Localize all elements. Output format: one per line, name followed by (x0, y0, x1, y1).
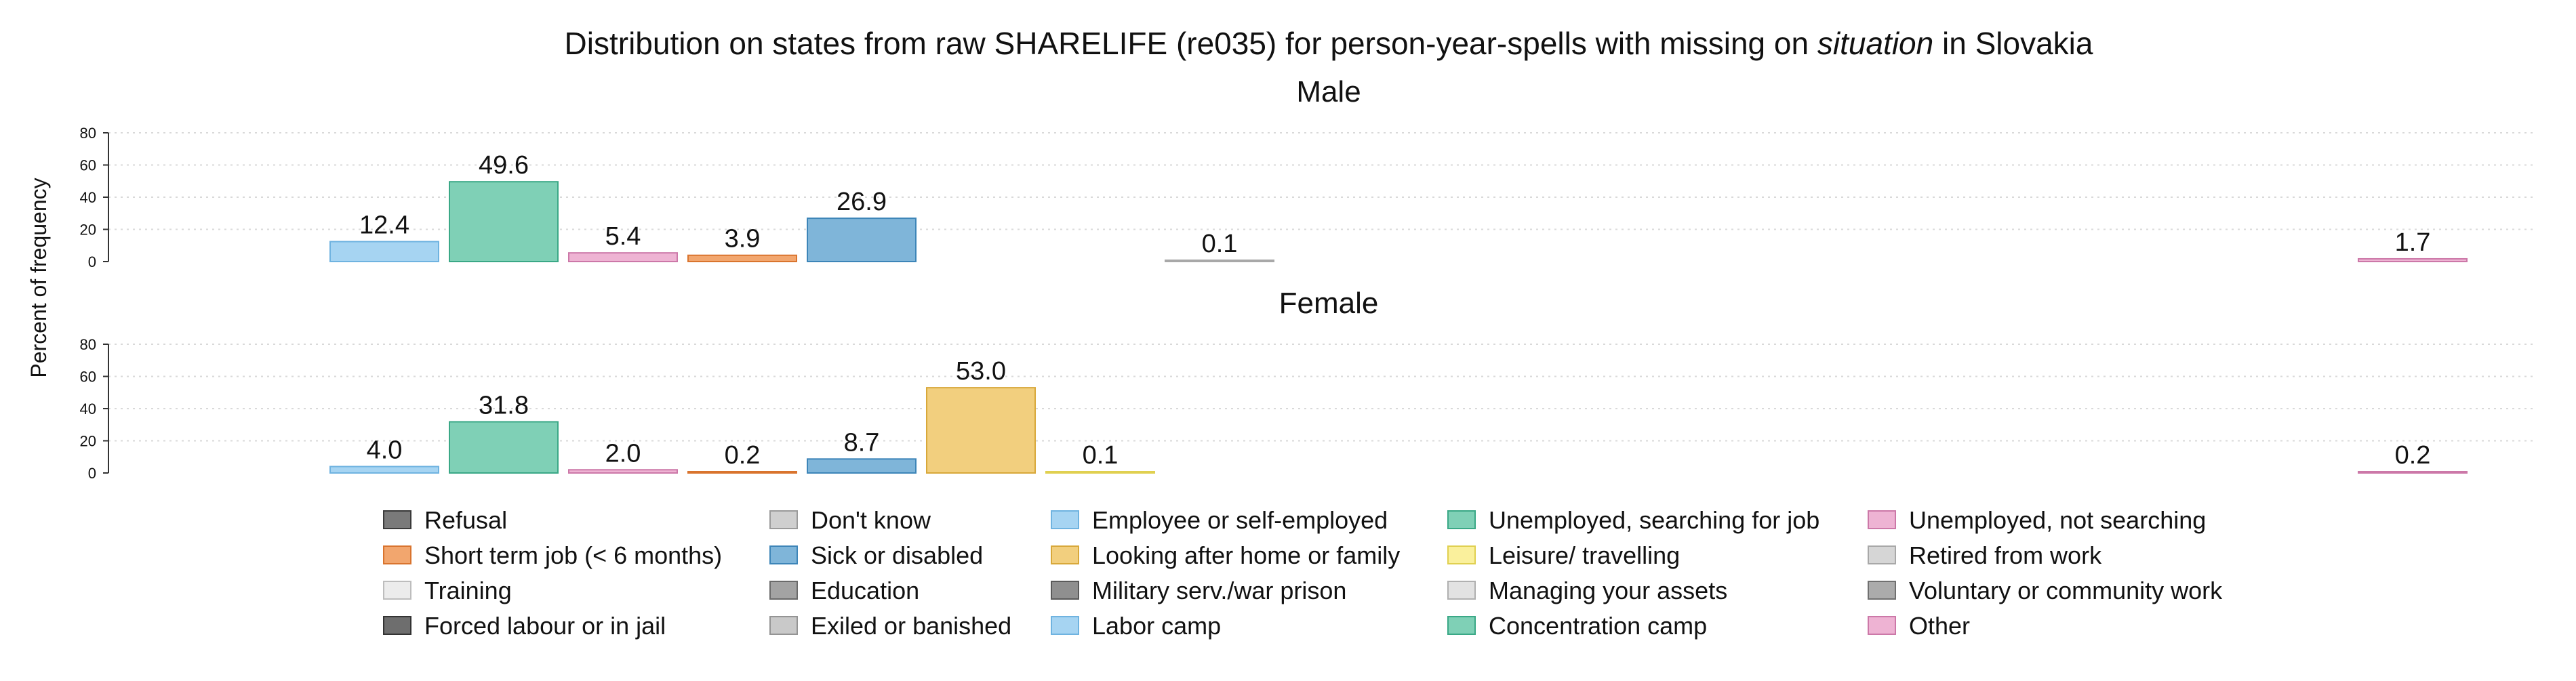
legend-swatch (1447, 510, 1476, 529)
legend-swatch (1051, 616, 1079, 635)
bar (1045, 471, 1155, 474)
y-tick-label: 0 (88, 253, 96, 270)
chart-title: Distribution on states from raw SHARELIF… (565, 26, 2093, 61)
legend-swatch (1051, 545, 1079, 564)
legend-swatch (1868, 616, 1896, 635)
bar (2358, 471, 2468, 474)
legend-entry: Labor camp (1092, 612, 1221, 640)
legend-swatch (769, 616, 798, 635)
data-label: 8.7 (844, 428, 880, 457)
data-label: 1.7 (2395, 228, 2431, 257)
title-italic: situation (1817, 26, 1933, 61)
bar (449, 181, 559, 263)
panel-title: Male (1296, 75, 1361, 108)
legend-entry: Military serv./war prison (1092, 577, 1346, 604)
y-tick-label: 60 (80, 157, 96, 174)
data-label: 31.8 (479, 391, 529, 419)
data-label: 0.2 (2395, 441, 2431, 470)
y-tick-label: 20 (80, 433, 96, 450)
bar (807, 218, 917, 262)
y-tick-label: 20 (80, 222, 96, 239)
data-label: 49.6 (479, 151, 529, 180)
legend-entry: Education (811, 577, 919, 604)
legend-swatch (769, 510, 798, 529)
bar (329, 241, 439, 262)
legend-entry: Exiled or banished (811, 612, 1011, 640)
legend-entry: Retired from work (1909, 541, 2102, 569)
data-label: 53.0 (956, 357, 1006, 386)
legend-entry: Managing your assets (1489, 577, 1727, 604)
legend-swatch (1051, 581, 1079, 600)
bar (687, 471, 797, 474)
y-axis-label: Percent of frequency (26, 178, 51, 377)
legend-swatch (769, 581, 798, 600)
y-tick-label: 0 (88, 465, 96, 482)
legend-entry: Don't know (811, 506, 931, 534)
data-label: 26.9 (837, 188, 887, 216)
legend-swatch (1447, 581, 1476, 600)
legend-entry: Employee or self-employed (1092, 506, 1388, 534)
data-label: 0.1 (1083, 441, 1119, 470)
legend-entry: Sick or disabled (811, 541, 983, 569)
legend-entry: Short term job (< 6 months) (424, 541, 722, 569)
bar (568, 469, 678, 474)
legend-swatch (383, 545, 411, 564)
legend-swatch (383, 616, 411, 635)
bar (449, 421, 559, 474)
y-tick-label: 80 (80, 125, 96, 142)
legend-entry: Unemployed, not searching (1909, 506, 2206, 534)
legend-swatch (383, 510, 411, 529)
legend-entry: Unemployed, searching for job (1489, 506, 1819, 534)
data-label: 3.9 (725, 225, 761, 253)
legend-swatch (769, 545, 798, 564)
title-suffix: in Slovakia (1933, 26, 2093, 61)
panel-title: Female (1279, 287, 1379, 320)
legend-swatch (1051, 510, 1079, 529)
legend-swatch (1447, 616, 1476, 635)
bar (687, 254, 797, 262)
y-tick-label: 40 (80, 189, 96, 206)
y-tick-label: 60 (80, 369, 96, 386)
data-label: 0.1 (1202, 230, 1238, 258)
bar (2358, 257, 2468, 262)
y-tick-label: 40 (80, 400, 96, 417)
legend-swatch (1868, 581, 1896, 600)
legend-swatch (1868, 545, 1896, 564)
legend-entry: Refusal (424, 506, 507, 534)
bar (926, 387, 1036, 474)
legend-entry: Voluntary or community work (1909, 577, 2223, 604)
legend-entry: Concentration camp (1489, 612, 1707, 640)
legend-entry: Forced labour or in jail (424, 612, 666, 640)
legend-entry: Other (1909, 612, 1970, 640)
data-label: 0.2 (725, 441, 761, 470)
y-tick-label: 80 (80, 336, 96, 353)
data-label: 5.4 (605, 222, 641, 251)
bar (568, 252, 678, 262)
data-label: 4.0 (367, 436, 403, 465)
legend-entry: Training (424, 577, 512, 604)
legend-swatch (383, 581, 411, 600)
legend-swatch (1868, 510, 1896, 529)
bar (1165, 260, 1274, 262)
data-label: 2.0 (605, 439, 641, 468)
legend-entry: Leisure/ travelling (1489, 541, 1680, 569)
legend-entry: Looking after home or family (1092, 541, 1400, 569)
title-prefix: Distribution on states from raw SHARELIF… (565, 26, 1817, 61)
legend-swatch (1447, 545, 1476, 564)
bar (329, 466, 439, 474)
data-label: 12.4 (359, 211, 409, 240)
bar (807, 458, 917, 474)
